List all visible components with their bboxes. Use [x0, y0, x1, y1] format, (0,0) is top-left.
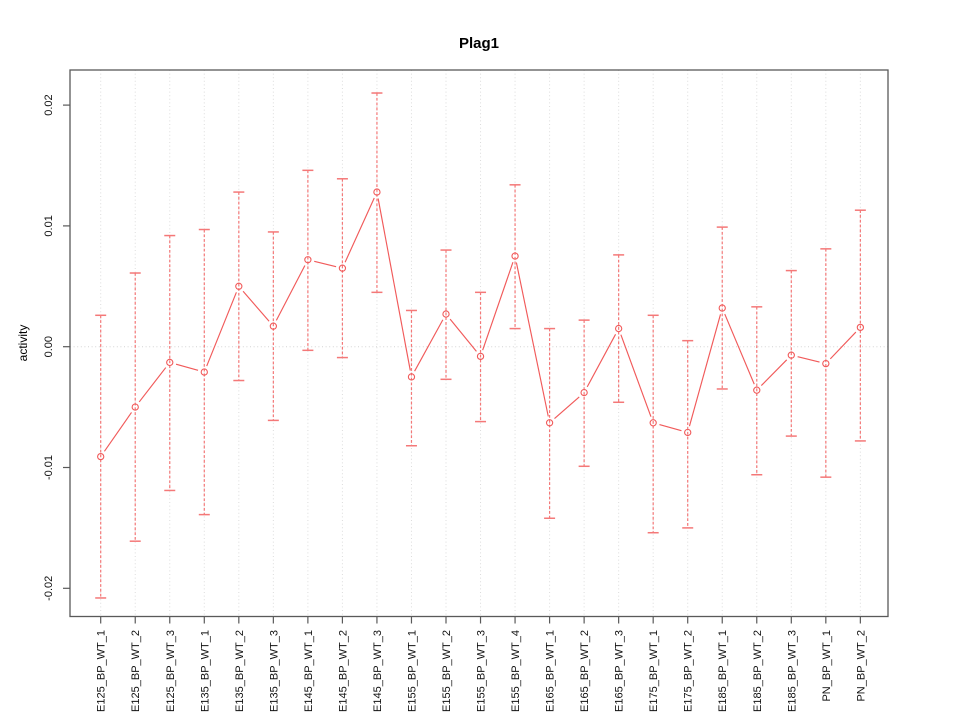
data-point [822, 359, 830, 368]
data-point [407, 373, 416, 381]
series-segment [760, 359, 788, 386]
x-tick-label: E165_BP_WT_1 [545, 630, 557, 712]
y-tick-label: 0.01 [43, 215, 55, 236]
series-segment [175, 363, 199, 371]
x-tick-label: E165_BP_WT_3 [614, 630, 626, 712]
y-tick-label: -0.02 [43, 576, 55, 601]
x-tick-label: E145_BP_WT_2 [337, 630, 349, 712]
chart-title: Plag1 [459, 35, 499, 52]
data-point [269, 322, 277, 330]
data-point [649, 419, 657, 427]
x-tick-label: E145_BP_WT_1 [303, 630, 315, 712]
series-segment [554, 396, 580, 419]
series-segment [103, 412, 132, 452]
series-segment [688, 314, 722, 427]
series-segment [344, 197, 375, 263]
x-tick-label: E135_BP_WT_3 [268, 630, 280, 712]
data-point [476, 352, 485, 361]
x-tick-label: E145_BP_WT_3 [372, 630, 384, 712]
data-point [545, 419, 554, 427]
y-tick-label: 0.02 [43, 94, 55, 115]
data-point [97, 452, 105, 461]
x-tick-label: E155_BP_WT_1 [406, 630, 418, 712]
data-point [373, 188, 381, 196]
x-tick-label: E165_BP_WT_2 [579, 630, 591, 712]
x-tick-label: E155_BP_WT_4 [510, 630, 522, 712]
series-segment [797, 356, 820, 363]
x-tick-label: E175_BP_WT_2 [683, 630, 695, 712]
series-segment [482, 262, 514, 351]
series-segment [659, 424, 682, 432]
x-tick-label: E185_BP_WT_2 [752, 630, 764, 712]
plot-border [69, 69, 889, 618]
data-point [718, 304, 726, 312]
series-segment [586, 334, 617, 388]
data-point [615, 324, 623, 333]
y-tick-label: -0.01 [43, 455, 55, 480]
series-segment [829, 331, 857, 360]
y-tick-label: 0.00 [43, 336, 55, 357]
series-segment [275, 265, 306, 321]
series-segment [620, 334, 652, 417]
data-point [131, 403, 139, 411]
gridlines [70, 70, 888, 617]
x-tick-label: E155_BP_WT_3 [476, 630, 488, 712]
data-point [235, 282, 243, 290]
data-series [95, 92, 866, 599]
x-tick-label: E135_BP_WT_1 [199, 630, 211, 712]
data-point [338, 264, 347, 272]
x-tick-label: E175_BP_WT_1 [648, 630, 660, 712]
axes: 0.02 0.01 0.00 -0.01 -0.02 E125_BP_WT_1 E125_B… [43, 69, 889, 712]
data-point [511, 252, 519, 260]
data-point [856, 323, 865, 332]
series-segment [206, 292, 237, 367]
series-segment [449, 318, 477, 352]
x-tick-label: PN_BP_WT_2 [855, 630, 867, 702]
x-tick-label: E135_BP_WT_2 [234, 630, 246, 712]
data-point [442, 310, 450, 318]
series-segment [138, 367, 167, 403]
data-point [684, 428, 692, 437]
x-tick-label: E185_BP_WT_3 [786, 630, 798, 712]
x-tick-label: E125_BP_WT_3 [165, 630, 177, 712]
data-point [200, 368, 208, 376]
x-tick-label: E185_BP_WT_1 [717, 630, 729, 712]
series-segment [242, 290, 270, 322]
y-axis-label: activity [16, 325, 30, 362]
data-point [787, 351, 795, 359]
data-point [580, 388, 588, 397]
x-tick-label: E125_BP_WT_1 [96, 630, 108, 712]
series-segment [414, 319, 444, 372]
x-tick-label: E155_BP_WT_2 [441, 630, 453, 712]
series-segment [515, 262, 549, 417]
data-point [304, 256, 312, 264]
x-tick-label: PN_BP_WT_1 [821, 630, 833, 702]
data-point [753, 386, 761, 394]
series-segment [724, 313, 755, 385]
data-point [166, 358, 174, 367]
series-segment [377, 198, 411, 371]
series-segment [314, 260, 337, 268]
x-tick-label: E125_BP_WT_2 [130, 630, 142, 712]
